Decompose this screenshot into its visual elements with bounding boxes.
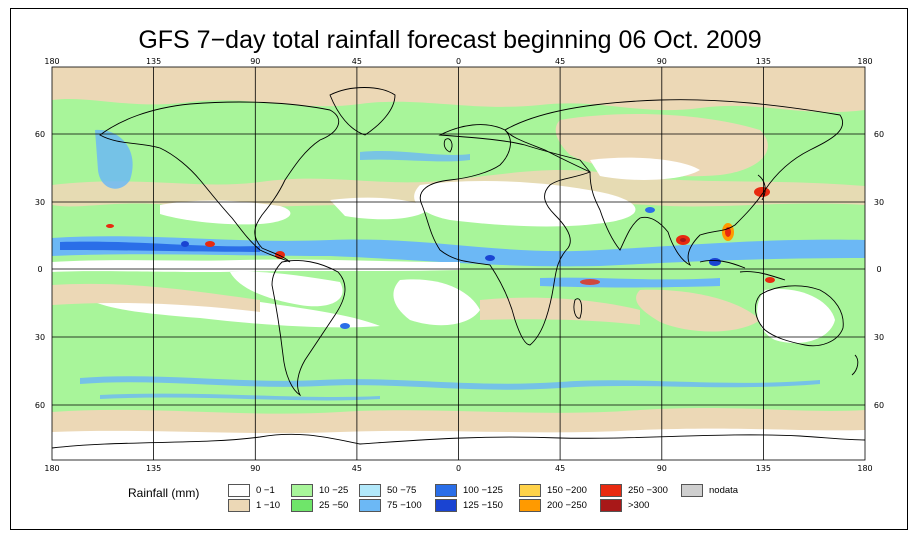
lon-tick-bottom: 90 <box>657 464 667 473</box>
legend-swatch <box>600 484 622 497</box>
right-latitude-ticks: 60 30 0 30 60 <box>874 130 884 410</box>
legend-swatch <box>291 484 313 497</box>
legend-swatch <box>519 499 541 512</box>
lat-tick-right: 30 <box>874 333 884 342</box>
lon-tick-bottom: 90 <box>250 464 260 473</box>
legend-swatch <box>359 484 381 497</box>
legend-label: 100 −125 <box>463 485 503 496</box>
lon-tick-top: 135 <box>756 57 771 66</box>
legend-label: 150 −200 <box>547 485 587 496</box>
lon-tick-bottom: 0 <box>456 464 461 473</box>
legend-swatch <box>435 499 457 512</box>
legend-swatch <box>291 499 313 512</box>
legend-label: nodata <box>709 485 739 496</box>
legend-label: 250 −300 <box>628 485 668 496</box>
legend-label: 50 −75 <box>387 485 417 496</box>
legend-title: Rainfall (mm) <box>128 486 200 500</box>
left-latitude-ticks: 60 30 0 30 60 <box>35 130 45 410</box>
lon-tick-top: 90 <box>657 57 667 66</box>
legend-swatch <box>228 499 250 512</box>
lon-tick-top: 0 <box>456 57 461 66</box>
legend-label: 125 −150 <box>463 500 503 511</box>
lon-tick-bottom: 45 <box>555 464 565 473</box>
lon-tick-bottom: 135 <box>146 464 161 473</box>
lon-tick-top: 45 <box>352 57 362 66</box>
lon-tick-top: 180 <box>857 57 872 66</box>
lat-tick-left: 30 <box>35 333 45 342</box>
lat-tick-left: 60 <box>35 130 45 139</box>
lat-tick-right: 30 <box>874 198 884 207</box>
lon-tick-bottom: 180 <box>44 464 59 473</box>
lon-tick-top: 45 <box>555 57 565 66</box>
lat-tick-left: 30 <box>35 198 45 207</box>
top-longitude-ticks: 180 135 90 45 0 45 90 135 180 <box>44 57 872 66</box>
lon-tick-top: 90 <box>250 57 260 66</box>
lat-tick-right: 60 <box>874 401 884 410</box>
lat-tick-right: 0 <box>876 265 881 274</box>
figure-frame <box>10 8 908 530</box>
rainfall-legend: Rainfall (mm) 0 −1 1 −10 10 −25 25 −50 5… <box>128 482 768 516</box>
lat-tick-left: 60 <box>35 401 45 410</box>
lon-tick-top: 180 <box>44 57 59 66</box>
graticule <box>51 66 866 461</box>
lon-tick-top: 135 <box>146 57 161 66</box>
legend-label: 25 −50 <box>319 500 349 511</box>
legend-swatch <box>681 484 703 497</box>
legend-label: 10 −25 <box>319 485 349 496</box>
lat-tick-left: 0 <box>37 265 42 274</box>
lon-tick-bottom: 180 <box>857 464 872 473</box>
bottom-longitude-ticks: 180 135 90 45 0 45 90 135 180 <box>44 464 872 473</box>
lon-tick-bottom: 45 <box>352 464 362 473</box>
legend-label: 75 −100 <box>387 500 422 511</box>
legend-swatch <box>435 484 457 497</box>
legend-swatch <box>228 484 250 497</box>
legend-label: >300 <box>628 500 650 511</box>
legend-swatch <box>359 499 381 512</box>
coastlines <box>52 87 865 449</box>
map-title: GFS 7−day total rainfall forecast beginn… <box>138 26 762 54</box>
legend-label: 0 −1 <box>256 485 275 496</box>
legend-swatch <box>600 499 622 512</box>
legend-label: 200 −250 <box>547 500 587 511</box>
legend-swatch <box>519 484 541 497</box>
lat-tick-right: 60 <box>874 130 884 139</box>
legend-label: 1 −10 <box>256 500 281 511</box>
lon-tick-bottom: 135 <box>756 464 771 473</box>
